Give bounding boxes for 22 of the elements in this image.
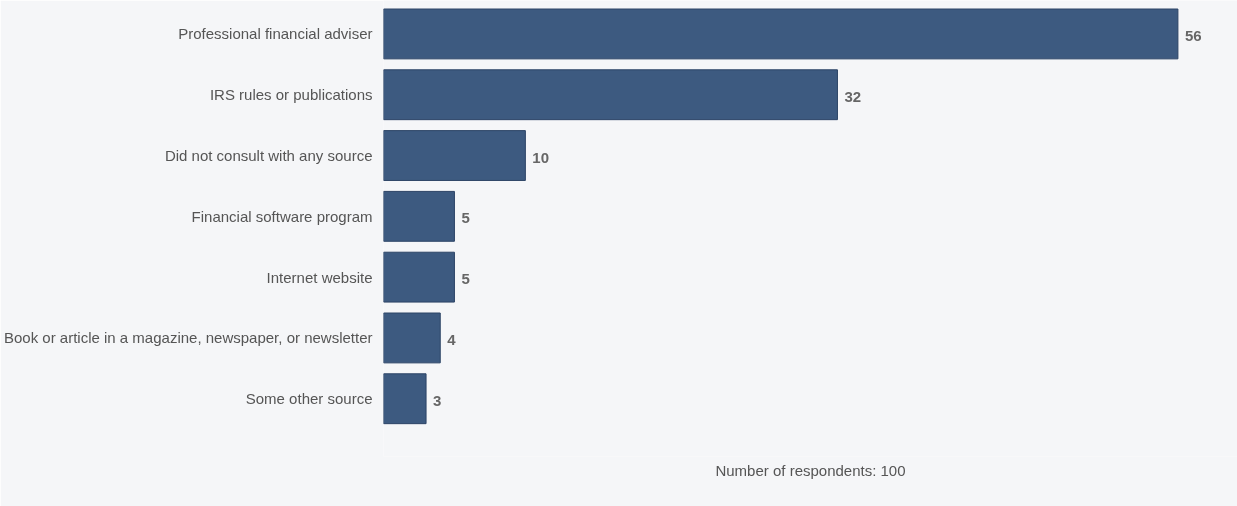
bar: [383, 130, 526, 181]
data-label: 56: [1184, 26, 1202, 44]
y-tick-label: IRS rules or publications: [209, 86, 373, 104]
data-label: 32: [844, 87, 862, 105]
bar: [383, 251, 455, 303]
y-tick-label: Book or article in a magazine, newspaper, or newsletter: [3, 329, 373, 347]
data-label: 5: [461, 270, 470, 288]
y-tick-label: Financial software program: [191, 207, 373, 225]
data-label: 10: [532, 148, 550, 166]
bar: [383, 312, 441, 364]
y-tick-label: Internet website: [266, 268, 373, 286]
bar: [383, 190, 455, 242]
bar: [383, 8, 1179, 60]
data-label: 3: [433, 391, 442, 409]
data-label: 5: [461, 209, 470, 227]
y-tick-label: Professional financial adviser: [178, 25, 373, 43]
x-axis-title: Number of respondents: 100: [715, 461, 906, 479]
bar: [383, 373, 427, 425]
y-tick-label: Did not consult with any source: [164, 147, 373, 165]
y-tick-label: Some other source: [245, 390, 373, 408]
data-label: 4: [447, 330, 457, 348]
bar: [383, 69, 838, 121]
